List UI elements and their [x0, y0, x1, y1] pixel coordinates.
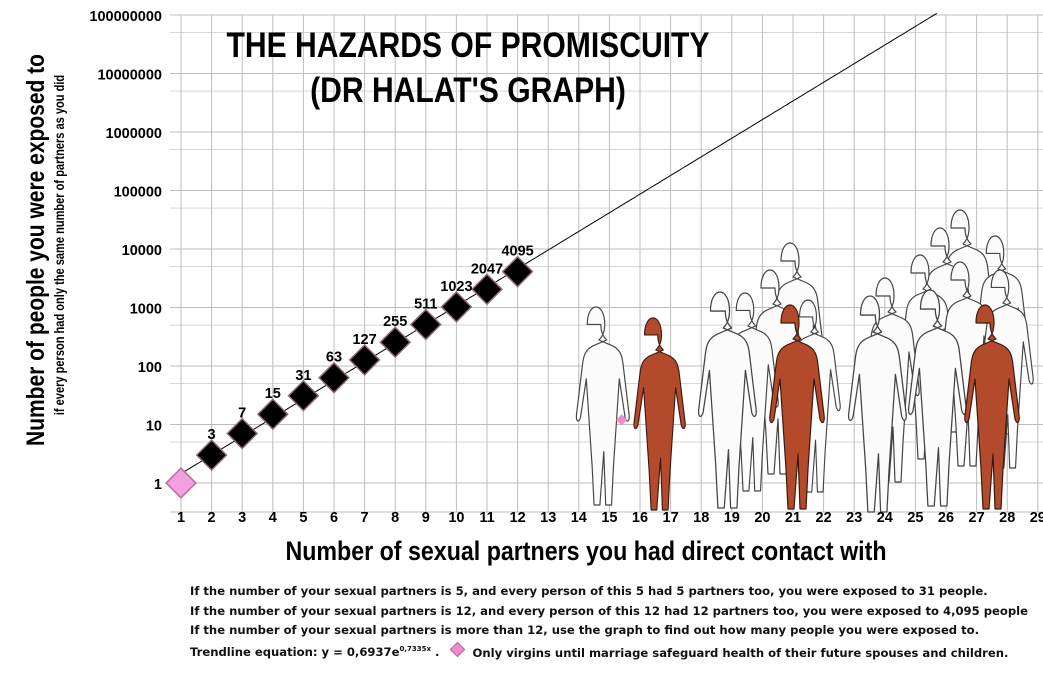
x-tick-label: 5 — [299, 510, 307, 526]
x-tick-label: 15 — [601, 510, 617, 526]
x-tick-label: 10 — [448, 510, 464, 526]
x-tick-label: 23 — [846, 510, 862, 526]
data-point-marker — [256, 398, 289, 431]
data-point-marker — [287, 379, 320, 412]
data-label: 2047 — [471, 261, 503, 277]
data-point-marker — [348, 344, 381, 376]
x-tick-label: 8 — [391, 510, 399, 526]
x-tick-label: 27 — [969, 510, 985, 526]
trendline-equation: Trendline equation: y = 0,6937e0,7335x . — [190, 645, 440, 660]
y-tick-label: 1000000 — [106, 126, 162, 142]
data-label: 3 — [208, 427, 216, 443]
x-tick-label: 9 — [422, 510, 430, 526]
person-silhouette — [769, 304, 825, 510]
x-tick-label: 1 — [177, 510, 185, 526]
x-tick-label: 12 — [510, 510, 526, 526]
chart-title-line-1: THE HAZARDS OF PROMISCUITY — [226, 25, 709, 65]
person-silhouette — [575, 306, 630, 506]
person-white — [575, 306, 630, 506]
explanatory-notes: If the number of your sexual partners is… — [190, 582, 1040, 663]
y-tick-label: 10000000 — [97, 68, 162, 84]
data-point-marker — [501, 255, 534, 288]
x-axis-label: Number of sexual partners you had direct… — [285, 536, 886, 566]
x-tick-label: 6 — [330, 510, 338, 526]
pink-diamond-icon — [449, 642, 465, 658]
y-tick-label: 1 — [154, 477, 162, 493]
x-tick-label: 21 — [785, 510, 801, 526]
x-tick-label: 19 — [724, 510, 740, 526]
y-tick-labels: 1 10 100 1000 10000 100000 1000000 10000000 1000… — [89, 9, 162, 493]
person-red — [633, 317, 686, 511]
person-red — [769, 304, 825, 510]
data-label: 15 — [265, 386, 281, 402]
trendline-note: Trendline equation: y = 0,6937e0,7335x .… — [190, 641, 1040, 663]
data-point-marker — [318, 361, 350, 394]
x-tick-label: 17 — [663, 510, 679, 526]
data-label: 1023 — [440, 279, 472, 295]
data-point-marker — [440, 291, 473, 323]
chart-title-line-2: (DR HALAT'S GRAPH) — [310, 70, 626, 110]
y-tick-label: 100000 — [114, 185, 162, 201]
data-point-marker — [165, 467, 197, 499]
person-silhouette — [697, 291, 757, 509]
legend-sample-marker — [615, 414, 628, 426]
y-axis-label-main: Number of people you were exposed to — [21, 54, 49, 446]
x-tick-label: 16 — [632, 510, 648, 526]
data-label: 7 — [238, 406, 246, 422]
person-silhouette — [633, 317, 686, 511]
x-tick-label: 14 — [571, 510, 587, 526]
data-point-marker — [195, 439, 228, 471]
data-point-marker — [226, 417, 259, 450]
person-white — [907, 289, 967, 507]
x-tick-labels: 1 2 3 4 5 6 7 8 9 10 11 12 13 14 15 16 17 18 19 20 21 22 23 24 2… — [177, 510, 1043, 526]
data-label: 127 — [352, 332, 376, 348]
person-red — [964, 304, 1020, 510]
note-line-2: If the number of your sexual partners is… — [190, 603, 1028, 618]
y-tick-label: 10000 — [122, 243, 162, 259]
data-label: 255 — [383, 314, 407, 330]
person-white — [697, 291, 757, 509]
data-label: 63 — [326, 350, 342, 366]
x-tick-label: 18 — [693, 510, 709, 526]
legend-text: Only virgins until marriage safeguard he… — [472, 645, 1009, 660]
y-tick-label: 10 — [146, 419, 162, 435]
y-tick-label: 100 — [138, 360, 162, 376]
x-tick-label: 24 — [877, 510, 893, 526]
y-tick-label: 1000 — [130, 302, 162, 318]
x-tick-label: 2 — [208, 510, 216, 526]
x-tick-label: 26 — [938, 510, 954, 526]
x-tick-label: 29 — [1030, 510, 1043, 526]
person-silhouette — [847, 295, 907, 513]
note-line-1: If the number of your sexual partners is… — [190, 584, 988, 598]
y-tick-label: 100000000 — [89, 9, 162, 25]
data-points — [165, 255, 628, 499]
x-tick-label: 13 — [540, 510, 556, 526]
data-label: 31 — [295, 368, 311, 384]
data-point-marker — [471, 273, 503, 306]
person-white — [847, 295, 907, 513]
x-tick-label: 7 — [361, 510, 369, 526]
x-tick-label: 11 — [479, 510, 494, 526]
person-silhouette — [964, 304, 1020, 510]
x-tick-label: 4 — [269, 510, 277, 526]
x-tick-label: 28 — [999, 510, 1015, 526]
data-label: 4095 — [501, 244, 533, 260]
note-line-3: If the number of your sexual partners is… — [190, 623, 980, 637]
x-tick-label: 3 — [238, 510, 246, 526]
people-illustration — [575, 209, 1034, 513]
x-tick-label: 25 — [907, 510, 923, 526]
data-point-marker — [409, 308, 442, 341]
person-silhouette — [907, 289, 967, 507]
x-tick-label: 22 — [816, 510, 832, 526]
data-label: 511 — [414, 297, 437, 313]
x-tick-label: 20 — [754, 510, 770, 526]
data-point-marker — [379, 326, 412, 359]
y-axis-label-sub: if every person had only the same number… — [52, 75, 67, 415]
